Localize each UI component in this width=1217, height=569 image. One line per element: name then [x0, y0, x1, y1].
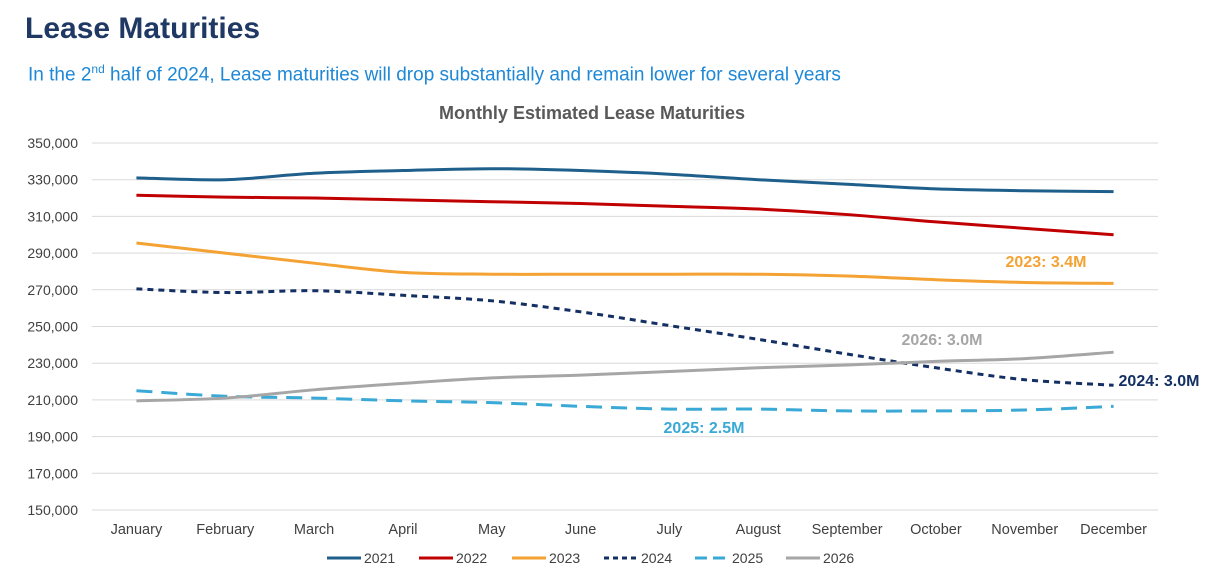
- y-tick-label: 250,000: [27, 319, 78, 335]
- y-tick-label: 270,000: [27, 282, 78, 298]
- x-axis: January February March April May June July Augu…: [111, 522, 1148, 538]
- series-line-2026: [136, 350, 1114, 403]
- series-line-2025: [136, 389, 1114, 413]
- grid-lines: [92, 142, 1158, 511]
- series-line-2024: [136, 287, 1114, 387]
- subtitle-prefix: In the 2: [28, 64, 92, 86]
- x-tick-label: July: [657, 522, 684, 538]
- series-lines: [136, 167, 1114, 413]
- legend-label: 2023: [549, 550, 580, 566]
- x-tick-label: February: [196, 522, 255, 538]
- annotation-label: 2025: 2.5M: [664, 420, 745, 437]
- subtitle-superscript: nd: [91, 62, 105, 76]
- x-tick-label: December: [1080, 522, 1147, 538]
- series-line-2022: [136, 193, 1114, 237]
- y-tick-label: 290,000: [27, 245, 78, 261]
- legend-label: 2024: [641, 550, 672, 566]
- annotation-label: 2024: 3.0M: [1119, 373, 1200, 390]
- x-tick-label: October: [910, 522, 962, 538]
- x-tick-label: January: [111, 522, 163, 538]
- annotation-label: 2026: 3.0M: [902, 332, 983, 349]
- y-tick-label: 310,000: [27, 208, 78, 224]
- y-tick-label: 190,000: [27, 429, 78, 445]
- annotations: 2023: 3.4M 2026: 3.0M 2024: 3.0M 2025: 2.5M: [664, 254, 1200, 437]
- page-subtitle: In the 2nd half of 2024, Lease maturitie…: [28, 62, 841, 86]
- x-tick-label: June: [565, 522, 596, 538]
- y-tick-label: 210,000: [27, 392, 78, 408]
- legend-label: 2022: [456, 550, 487, 566]
- legend-label: 2021: [364, 550, 395, 566]
- x-tick-label: November: [991, 522, 1058, 538]
- series-line-2021: [136, 167, 1114, 194]
- page-title: Lease Maturities: [25, 12, 261, 45]
- y-axis: 150,000 170,000 190,000 210,000 230,000 250,0…: [27, 135, 78, 518]
- y-tick-label: 170,000: [27, 465, 78, 481]
- y-tick-label: 350,000: [27, 135, 78, 151]
- subtitle-suffix: half of 2024, Lease maturities will drop…: [104, 64, 841, 86]
- legend: 2021 2022 2023 2024 2025 2026: [327, 550, 854, 566]
- y-tick-label: 330,000: [27, 172, 78, 188]
- x-tick-label: September: [812, 522, 883, 538]
- y-tick-label: 230,000: [27, 355, 78, 371]
- x-tick-label: March: [294, 522, 334, 538]
- annotation-label: 2023: 3.4M: [1006, 254, 1087, 271]
- chart-title: Monthly Estimated Lease Maturities: [439, 103, 745, 123]
- x-tick-label: April: [388, 522, 417, 538]
- x-tick-label: May: [478, 522, 506, 538]
- legend-label: 2025: [732, 550, 763, 566]
- y-tick-label: 150,000: [27, 502, 78, 518]
- series-line-2023: [136, 241, 1114, 285]
- legend-label: 2026: [823, 550, 854, 566]
- x-tick-label: August: [736, 522, 781, 538]
